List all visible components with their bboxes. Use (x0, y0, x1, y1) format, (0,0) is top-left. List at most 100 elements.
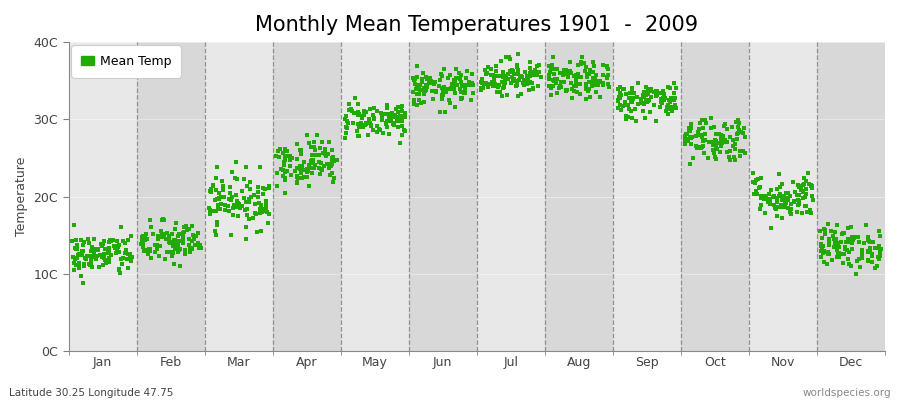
Point (230, 192, 244, 199)
Point (320, 150, 335, 157)
Point (345, 108, 359, 115)
Point (166, 240, 181, 246)
Point (445, 82, 459, 88)
Point (168, 246, 183, 252)
Point (772, 183, 787, 190)
Point (183, 246, 197, 252)
Point (567, 88, 581, 94)
Point (115, 255, 130, 262)
Point (300, 166, 314, 172)
Point (172, 230, 186, 237)
Point (240, 212, 255, 218)
Point (666, 80, 680, 86)
Point (509, 62, 524, 68)
Point (664, 104, 679, 110)
Point (322, 172, 337, 178)
Point (696, 143, 710, 150)
Point (358, 121, 373, 127)
Point (777, 203, 791, 210)
Point (166, 243, 181, 250)
Point (304, 165, 319, 171)
Point (212, 196, 226, 202)
Point (182, 226, 196, 232)
Point (159, 249, 174, 255)
Point (559, 86, 573, 93)
Point (458, 90, 473, 96)
Point (260, 208, 274, 215)
Point (308, 146, 322, 153)
Point (84, 248, 98, 254)
Point (720, 126, 734, 132)
Point (491, 82, 506, 88)
Point (736, 124, 751, 131)
Point (800, 209, 814, 215)
Point (208, 197, 222, 203)
Point (293, 147, 308, 154)
Point (599, 75, 614, 81)
Point (640, 99, 654, 105)
Point (449, 75, 464, 81)
Point (434, 71, 448, 77)
Point (436, 89, 450, 96)
Point (857, 240, 871, 246)
Point (510, 64, 525, 70)
Point (223, 184, 238, 190)
Point (696, 137, 710, 144)
Point (768, 204, 782, 211)
Point (753, 202, 768, 209)
Point (93, 252, 107, 258)
Point (565, 86, 580, 92)
Point (596, 62, 610, 68)
Point (156, 216, 170, 222)
Point (152, 253, 166, 260)
Point (557, 67, 572, 73)
Point (363, 106, 377, 112)
Point (480, 69, 494, 76)
Point (203, 186, 218, 192)
Point (562, 58, 577, 65)
Point (838, 246, 852, 252)
Point (799, 178, 814, 184)
Point (86, 250, 101, 256)
Point (210, 218, 224, 225)
Point (212, 195, 227, 201)
Point (307, 162, 321, 168)
Point (820, 261, 834, 267)
Point (601, 81, 616, 87)
Point (244, 194, 258, 200)
Point (259, 205, 274, 211)
Point (649, 87, 663, 94)
Point (621, 102, 635, 108)
Point (613, 102, 627, 108)
Bar (544, 42, 613, 351)
Point (637, 89, 652, 96)
Point (453, 86, 467, 92)
Point (448, 77, 463, 84)
Point (544, 92, 558, 98)
Point (553, 70, 567, 76)
Point (754, 175, 769, 181)
Point (728, 146, 742, 152)
Point (352, 124, 366, 130)
Point (143, 224, 157, 230)
Point (84, 261, 98, 267)
Point (418, 90, 432, 97)
Point (150, 236, 165, 243)
Point (757, 196, 771, 202)
Point (395, 123, 410, 129)
Point (239, 236, 254, 242)
Point (496, 84, 510, 91)
Point (625, 108, 639, 114)
Point (724, 124, 739, 130)
Point (710, 146, 724, 152)
Point (314, 166, 328, 172)
Point (770, 212, 784, 219)
Point (417, 99, 431, 105)
Point (612, 94, 626, 100)
Point (769, 205, 783, 212)
Point (586, 59, 600, 65)
Point (215, 178, 230, 184)
Point (775, 180, 789, 187)
Point (409, 86, 423, 92)
Point (76, 241, 91, 248)
